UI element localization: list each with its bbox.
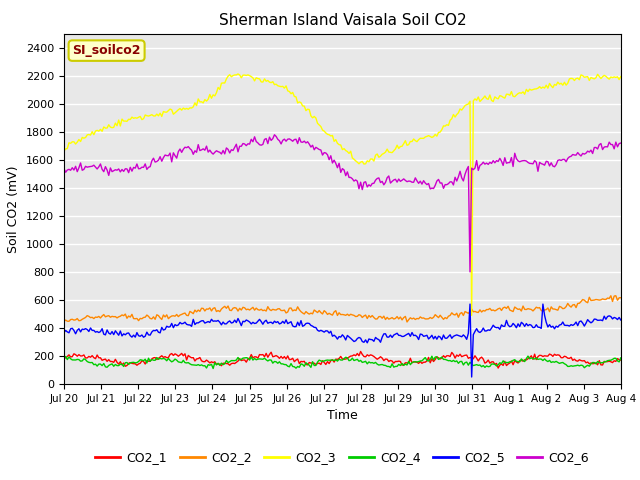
CO2_2	[617, 295, 625, 300]
CO2_1	[494, 365, 502, 371]
CO2_1	[499, 362, 507, 368]
CO2_5	[506, 324, 514, 330]
Legend: CO2_1, CO2_2, CO2_3, CO2_4, CO2_5, CO2_6: CO2_1, CO2_2, CO2_3, CO2_4, CO2_5, CO2_6	[90, 446, 595, 469]
CO2_3	[60, 148, 68, 154]
CO2_5	[468, 374, 476, 380]
Line: CO2_6: CO2_6	[64, 135, 621, 272]
Line: CO2_2: CO2_2	[64, 296, 621, 322]
CO2_3	[234, 71, 242, 77]
CO2_2	[403, 319, 411, 325]
CO2_4	[60, 356, 68, 361]
CO2_6	[506, 160, 514, 166]
CO2_6	[466, 269, 474, 275]
Line: CO2_4: CO2_4	[64, 356, 621, 369]
CO2_5	[466, 301, 474, 307]
CO2_3	[506, 92, 514, 98]
CO2_1	[72, 352, 79, 358]
CO2_6	[369, 180, 376, 186]
CO2_6	[488, 160, 495, 166]
CO2_5	[367, 336, 374, 342]
CO2_4	[234, 355, 242, 360]
CO2_1	[356, 348, 364, 354]
CO2_5	[617, 317, 625, 323]
CO2_6	[232, 142, 240, 147]
CO2_2	[504, 303, 512, 309]
CO2_1	[60, 355, 68, 360]
Line: CO2_1: CO2_1	[64, 351, 621, 368]
CO2_5	[232, 320, 240, 325]
CO2_2	[498, 308, 506, 313]
CO2_1	[617, 357, 625, 363]
CO2_6	[60, 166, 68, 171]
Y-axis label: Soil CO2 (mV): Soil CO2 (mV)	[8, 165, 20, 252]
CO2_6	[617, 140, 625, 146]
CO2_2	[60, 319, 68, 324]
CO2_2	[367, 314, 374, 320]
CO2_1	[369, 352, 376, 358]
CO2_1	[232, 360, 240, 365]
CO2_5	[72, 331, 79, 336]
CO2_3	[617, 73, 625, 79]
CO2_2	[232, 305, 240, 311]
CO2_3	[468, 312, 476, 318]
CO2_1	[486, 360, 493, 366]
CO2_2	[612, 293, 620, 299]
CO2_4	[369, 360, 376, 365]
CO2_3	[232, 72, 240, 78]
CO2_6	[499, 163, 507, 168]
CO2_3	[499, 95, 507, 100]
CO2_2	[486, 306, 493, 312]
CO2_4	[72, 357, 79, 363]
CO2_2	[72, 317, 79, 323]
CO2_4	[617, 355, 625, 361]
CO2_4	[504, 360, 512, 366]
CO2_3	[369, 156, 376, 162]
CO2_3	[72, 141, 79, 147]
Line: CO2_5: CO2_5	[64, 304, 621, 377]
CO2_3	[488, 97, 495, 103]
Title: Sherman Island Vaisala Soil CO2: Sherman Island Vaisala Soil CO2	[219, 13, 466, 28]
CO2_4	[524, 353, 532, 359]
CO2_1	[506, 360, 514, 366]
CO2_5	[488, 325, 495, 331]
Line: CO2_3: CO2_3	[64, 74, 621, 315]
X-axis label: Time: Time	[327, 409, 358, 422]
CO2_4	[209, 366, 217, 372]
CO2_4	[498, 361, 506, 367]
CO2_6	[72, 164, 79, 169]
CO2_6	[271, 132, 278, 138]
CO2_5	[499, 324, 507, 329]
Text: SI_soilco2: SI_soilco2	[72, 44, 141, 57]
CO2_5	[60, 330, 68, 336]
CO2_4	[486, 363, 493, 369]
